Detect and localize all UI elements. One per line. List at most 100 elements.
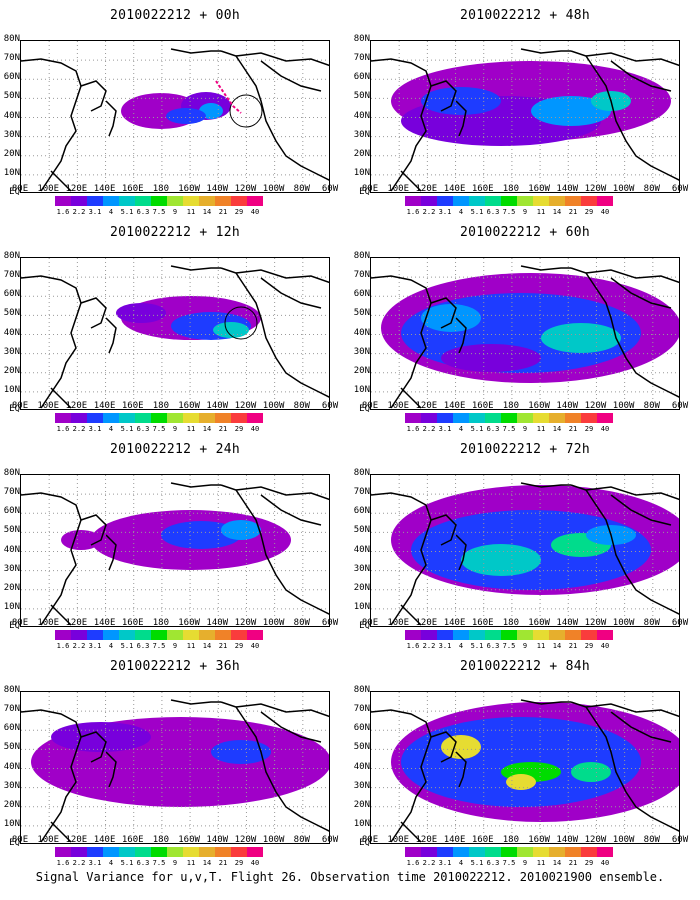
colorbar-label: 14 — [552, 642, 562, 650]
coastline — [570, 267, 679, 398]
colorbar-label: 21 — [568, 859, 578, 867]
colorbar-label: 6.3 — [486, 859, 500, 867]
colorbar-label: 11 — [536, 859, 546, 867]
latitude-label: 20N — [353, 365, 370, 376]
colorbar-label: 9 — [172, 208, 178, 216]
colorbar-label: 40 — [250, 208, 260, 216]
longitude-label: 160E — [121, 618, 144, 628]
variance-contour — [541, 323, 621, 353]
latitude-label: 40N — [3, 327, 20, 338]
latitude-label: 40N — [353, 544, 370, 555]
colorbar-label: 4 — [458, 859, 464, 867]
colorbar-swatch — [437, 847, 453, 857]
colorbar-swatch — [533, 413, 549, 423]
longitude-label: 120W — [234, 184, 257, 194]
colorbar-swatch — [119, 630, 135, 640]
longitude-label: 140W — [206, 401, 229, 411]
longitude-label: 80E — [11, 618, 29, 628]
longitude-label: 140E — [443, 401, 466, 411]
coastline — [50, 170, 72, 192]
figure-caption: Signal Variance for u,v,T. Flight 26. Ob… — [35, 870, 665, 884]
longitude-label: 160W — [528, 184, 550, 194]
latitude-label: 50N — [3, 91, 20, 102]
longitude-label: 180 — [152, 835, 170, 845]
coastline — [50, 387, 72, 409]
colorbar-label: 11 — [536, 642, 546, 650]
colorbar-swatch — [87, 413, 103, 423]
colorbar-label: 4 — [458, 642, 464, 650]
variance-contour — [461, 544, 541, 576]
colorbar-label: 40 — [250, 859, 260, 867]
colorbar-label: 9 — [172, 859, 178, 867]
variance-map — [370, 691, 680, 844]
coastline — [371, 709, 432, 843]
longitude-label: 120E — [65, 835, 88, 845]
latitude-label: 50N — [353, 742, 370, 753]
colorbar-swatch — [167, 847, 183, 857]
colorbar-label: 6.3 — [486, 642, 500, 650]
colorbar-label: 40 — [600, 642, 610, 650]
colorbar-label: 14 — [552, 208, 562, 216]
colorbar-label: 2.2 — [72, 208, 86, 216]
colorbar-label: 1.6 — [406, 425, 420, 433]
longitude-label: 60W — [671, 184, 689, 194]
coastline — [235, 703, 329, 718]
coastline — [80, 80, 107, 112]
latitude-label: 50N — [3, 308, 20, 319]
colorbar-swatch — [55, 413, 71, 423]
longitude-label: 80E — [361, 835, 379, 845]
colorbar-label: 29 — [584, 425, 594, 433]
colorbar-label: 7.5 — [152, 859, 166, 867]
coastline — [260, 277, 322, 309]
longitude-label: 140E — [443, 184, 466, 194]
longitude-label: 100W — [612, 835, 635, 845]
colorbar-label: 9 — [172, 425, 178, 433]
latitude-label: 30N — [353, 780, 370, 791]
latitude-label: 30N — [353, 563, 370, 574]
longitude-label: 140W — [206, 184, 229, 194]
colorbar-swatch — [565, 413, 581, 423]
colorbar-swatch — [453, 630, 469, 640]
variance-contour — [421, 304, 481, 332]
colorbar-swatch — [87, 196, 103, 206]
latitude-label: 20N — [353, 148, 370, 159]
latitude-label: 70N — [353, 270, 370, 281]
colorbar-label: 6.3 — [486, 425, 500, 433]
latitude-label: 50N — [3, 742, 20, 753]
longitude-label: 60W — [671, 618, 689, 628]
latitude-label: 30N — [3, 780, 20, 791]
longitude-label: 60W — [671, 401, 689, 411]
longitude-label: 180 — [502, 618, 520, 628]
latitude-label: 10N — [3, 818, 20, 829]
coastline — [260, 494, 322, 526]
longitude-label: 100W — [262, 618, 285, 628]
latitude-label: 60N — [353, 723, 370, 734]
latitude-label: 10N — [3, 601, 20, 612]
latitude-label: 10N — [3, 167, 20, 178]
colorbar-swatch — [405, 413, 421, 423]
colorbar-label: 21 — [218, 425, 228, 433]
colorbar-swatch — [533, 847, 549, 857]
colorbar-swatch — [167, 196, 183, 206]
colorbar-label: 1.6 — [56, 208, 70, 216]
coastline — [235, 269, 329, 284]
latitude-label: EQ — [359, 187, 370, 197]
panel-title: 2010022212 + 12h — [109, 225, 241, 240]
coastline — [170, 482, 221, 488]
longitude-label: 100W — [262, 401, 285, 411]
colorbar-swatch — [517, 196, 533, 206]
colorbar-swatch — [581, 847, 597, 857]
colorbar-swatch — [247, 847, 263, 857]
colorbar-label: 5.1 — [470, 642, 484, 650]
colorbar-label: 40 — [250, 425, 260, 433]
longitude-label: 140E — [443, 835, 466, 845]
longitude-label: 180 — [152, 618, 170, 628]
latitude-label: 60N — [3, 289, 20, 300]
colorbar-swatch — [199, 847, 215, 857]
latitude-label: 70N — [353, 487, 370, 498]
colorbar-label: 21 — [218, 208, 228, 216]
longitude-label: 180 — [502, 184, 520, 194]
colorbar-swatch — [469, 847, 485, 857]
colorbar-label: 21 — [568, 425, 578, 433]
coastline — [105, 534, 117, 571]
